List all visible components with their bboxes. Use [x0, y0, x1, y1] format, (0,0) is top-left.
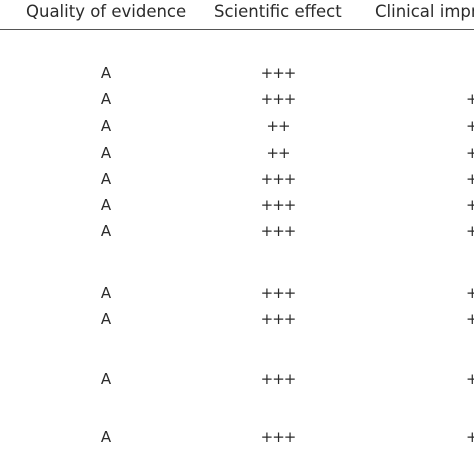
cell-clinical: +: [466, 428, 474, 446]
cell-quality: A: [100, 196, 112, 214]
header-quality-of-evidence: Quality of evidence: [26, 2, 187, 21]
cell-effect: +++: [260, 222, 297, 240]
header-scientific-effect: Scientific effect: [214, 2, 342, 21]
cell-clinical: +: [466, 90, 474, 108]
cell-effect: +++: [260, 310, 297, 328]
header-rule: [0, 29, 474, 30]
cell-quality: A: [100, 222, 112, 240]
cell-clinical: +: [466, 222, 474, 240]
cell-clinical: +: [466, 144, 474, 162]
cell-clinical: +: [466, 284, 474, 302]
cell-clinical: +: [466, 370, 474, 388]
cell-clinical: +: [466, 196, 474, 214]
cell-effect: +++: [260, 64, 297, 82]
cell-effect: +++: [260, 370, 297, 388]
cell-quality: A: [100, 428, 112, 446]
cell-quality: A: [100, 90, 112, 108]
cell-effect: +++: [260, 170, 297, 188]
cell-clinical: +: [466, 170, 474, 188]
cell-quality: A: [100, 64, 112, 82]
cell-quality: A: [100, 144, 112, 162]
cell-effect: ++: [266, 117, 290, 135]
cell-effect: +++: [260, 284, 297, 302]
cell-clinical: +: [466, 117, 474, 135]
cell-clinical: +: [466, 310, 474, 328]
cell-quality: A: [100, 370, 112, 388]
cell-quality: A: [100, 117, 112, 135]
cell-quality: A: [100, 284, 112, 302]
cell-effect: +++: [260, 90, 297, 108]
header-clinical-importance: Clinical impr: [375, 2, 474, 21]
cell-quality: A: [100, 310, 112, 328]
cell-effect: +++: [260, 428, 297, 446]
cell-effect: ++: [266, 144, 290, 162]
cell-quality: A: [100, 170, 112, 188]
cell-effect: +++: [260, 196, 297, 214]
